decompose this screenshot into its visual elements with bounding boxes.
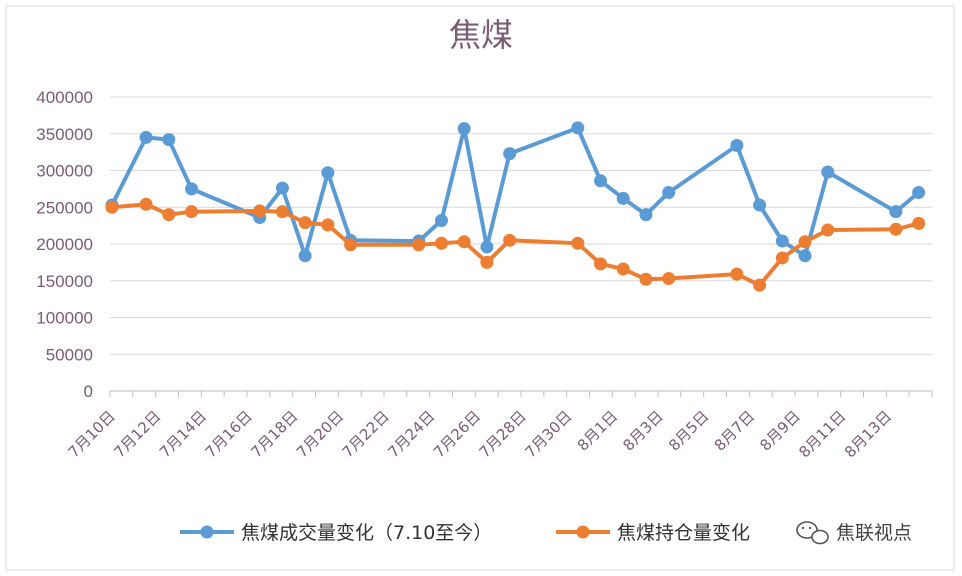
data-point xyxy=(503,147,517,161)
data-point xyxy=(594,174,608,188)
data-point xyxy=(275,181,289,195)
data-point xyxy=(639,272,653,286)
data-point xyxy=(662,186,676,200)
chart-title: 焦煤 xyxy=(449,16,513,54)
data-point xyxy=(253,204,267,218)
data-point xyxy=(594,257,608,271)
legend-item-open-interest: 焦煤持仓量变化 xyxy=(556,522,750,544)
legend-label-open-interest: 焦煤持仓量变化 xyxy=(617,522,750,544)
watermark: 焦联视点 xyxy=(796,521,912,545)
y-tick-label: 0 xyxy=(84,382,93,401)
chart-frame xyxy=(5,5,955,571)
data-point xyxy=(889,222,903,236)
series-layer xyxy=(105,121,926,292)
data-point xyxy=(185,182,199,196)
data-point xyxy=(730,267,744,281)
y-tick-label: 150000 xyxy=(36,272,93,291)
data-point xyxy=(457,235,471,249)
series-1 xyxy=(105,197,926,292)
data-point xyxy=(185,205,199,219)
data-point xyxy=(139,197,153,211)
legend-marker-volume xyxy=(200,525,214,539)
y-tick-label: 400000 xyxy=(36,88,93,107)
legend-marker-open-interest xyxy=(576,525,590,539)
data-point xyxy=(753,198,767,212)
data-point xyxy=(662,272,676,286)
data-point xyxy=(275,205,289,219)
data-point xyxy=(321,166,335,180)
data-point xyxy=(105,200,119,214)
series-0 xyxy=(105,121,926,263)
data-point xyxy=(798,235,812,249)
data-point xyxy=(912,186,926,200)
data-point xyxy=(821,223,835,237)
y-tick-label: 350000 xyxy=(36,125,93,144)
data-point xyxy=(730,139,744,153)
y-tick-label: 50000 xyxy=(46,345,93,364)
data-point xyxy=(775,234,789,248)
data-point xyxy=(162,133,176,147)
data-point xyxy=(480,240,494,254)
data-point xyxy=(412,238,426,252)
data-point xyxy=(434,213,448,227)
data-point xyxy=(571,121,585,135)
data-point xyxy=(298,216,312,230)
y-tick-label: 300000 xyxy=(36,162,93,181)
y-tick-label: 250000 xyxy=(36,198,93,217)
data-point xyxy=(139,130,153,144)
data-point xyxy=(821,165,835,179)
data-point xyxy=(889,205,903,219)
y-tick-label: 100000 xyxy=(36,309,93,328)
data-point xyxy=(162,208,176,222)
data-point xyxy=(616,191,630,205)
data-point xyxy=(912,216,926,230)
data-point xyxy=(639,208,653,222)
data-point xyxy=(344,238,358,252)
watermark-text: 焦联视点 xyxy=(836,522,912,544)
data-point xyxy=(503,233,517,247)
wechat-bubbles-icon xyxy=(796,521,829,545)
data-point xyxy=(298,249,312,263)
legend-label-volume: 焦煤成交量变化（7.10至今） xyxy=(241,522,492,544)
data-point xyxy=(798,249,812,263)
data-point xyxy=(753,278,767,292)
data-point xyxy=(321,218,335,232)
data-point xyxy=(480,255,494,269)
gridlines xyxy=(110,96,932,355)
legend: 焦煤成交量变化（7.10至今） 焦煤持仓量变化 xyxy=(180,522,750,544)
data-point xyxy=(616,262,630,276)
y-tick-label: 200000 xyxy=(36,235,93,254)
data-point xyxy=(775,251,789,265)
data-point xyxy=(571,236,585,250)
data-point xyxy=(457,122,471,136)
data-point xyxy=(434,236,448,250)
legend-item-volume: 焦煤成交量变化（7.10至今） xyxy=(180,522,492,544)
